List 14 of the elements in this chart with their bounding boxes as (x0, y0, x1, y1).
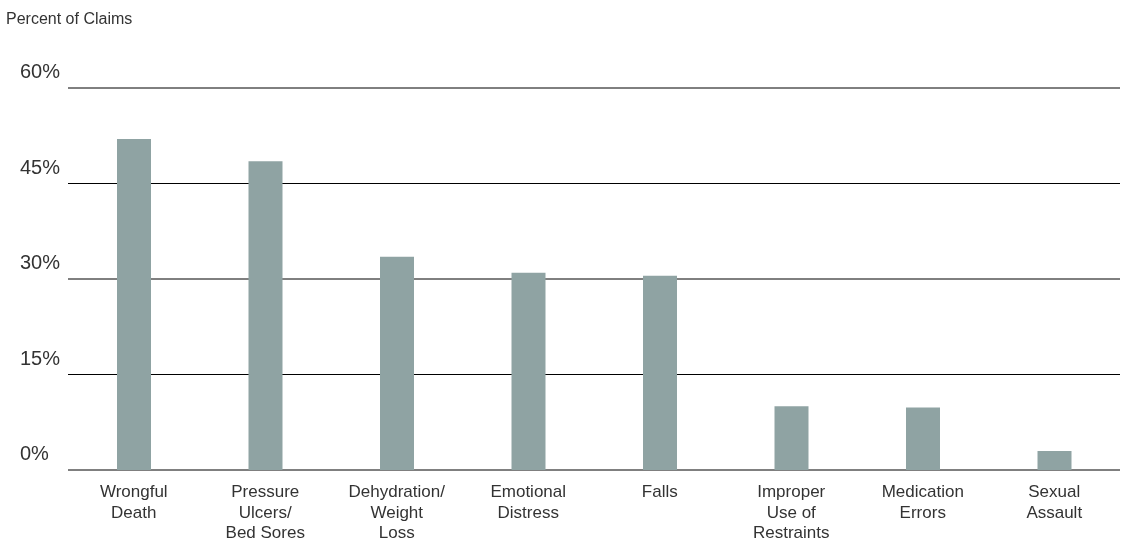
x-tick-label: Improper Use of Restraints (752, 482, 830, 543)
x-tick-label: Sexual Assault (1026, 482, 1083, 522)
x-tick-label: Falls (641, 482, 678, 502)
x-tick-label: Pressure Ulcers/ Bed Sores (225, 482, 305, 543)
x-tick-label: Emotional Distress (490, 482, 567, 522)
y-tick-label: 15% (20, 346, 61, 369)
x-tick-label: Dehydration/ Weight Loss (348, 482, 446, 543)
y-tick-label: 60% (20, 60, 61, 82)
y-tick-label: 45% (20, 155, 61, 178)
x-tick-label: Medication Errors (881, 482, 964, 522)
y-axis-title: Percent of Claims (6, 10, 133, 28)
y-tick-label: 0% (20, 442, 50, 464)
y-tick-label: 30% (20, 251, 61, 273)
x-tick-label: Wrongful Death (99, 482, 168, 522)
